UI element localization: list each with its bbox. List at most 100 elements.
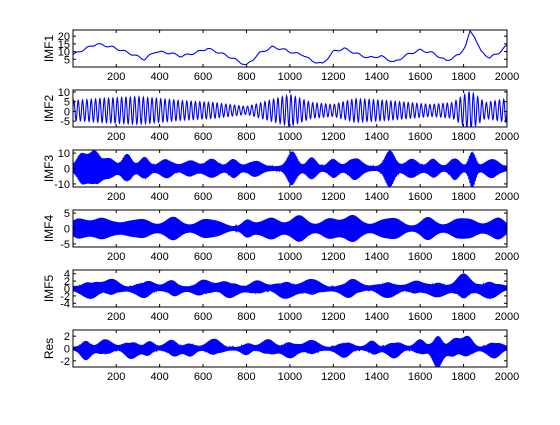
x-tick-label: 1600 <box>408 251 432 263</box>
x-tick-label: 800 <box>237 191 255 203</box>
x-tick-label: 1600 <box>408 131 432 143</box>
x-tick-label: 1400 <box>364 371 388 383</box>
x-tick-label: 1800 <box>451 71 475 83</box>
x-tick-label: 200 <box>107 251 125 263</box>
series-line <box>73 214 507 243</box>
x-tick-label: 1800 <box>451 191 475 203</box>
x-tick-label: 1800 <box>451 131 475 143</box>
x-tick-label: 2000 <box>495 71 519 83</box>
x-tick-label: 1400 <box>364 251 388 263</box>
subplot-1: 200 400 600 800 1000 1200 1400 1600 1800 2000 5101… <box>42 29 519 83</box>
subplot-2: 200 400 600 800 1000 1200 1400 1600 1800 2000 -505… <box>42 87 519 143</box>
y-tick-label: -4 <box>60 298 70 310</box>
x-tick-label: 400 <box>150 191 168 203</box>
x-tick-label: 400 <box>150 371 168 383</box>
x-tick-label: 1000 <box>278 311 302 323</box>
x-tick-label: 1200 <box>321 311 345 323</box>
series-line <box>73 150 507 187</box>
x-tick-label: 200 <box>107 71 125 83</box>
series-line <box>73 335 507 367</box>
x-tick-label: 1800 <box>451 371 475 383</box>
x-tick-label: 400 <box>150 131 168 143</box>
y-tick-label: 10 <box>58 148 70 160</box>
y-tick-label: 5 <box>64 54 70 66</box>
x-tick-label: 1400 <box>364 191 388 203</box>
series-line <box>73 91 507 127</box>
x-tick-label: 1600 <box>408 371 432 383</box>
x-tick-label: 600 <box>194 371 212 383</box>
x-tick-label: 200 <box>107 371 125 383</box>
x-tick-label: 1200 <box>321 251 345 263</box>
x-tick-label: 1800 <box>451 311 475 323</box>
x-tick-label: 400 <box>150 251 168 263</box>
x-tick-label: 1200 <box>321 191 345 203</box>
x-tick-label: 1800 <box>451 251 475 263</box>
x-tick-label: 200 <box>107 191 125 203</box>
y-axis-label: IMF3 <box>42 155 56 183</box>
y-axis-label: IMF5 <box>42 275 56 303</box>
y-tick-label: 10 <box>58 87 70 99</box>
subplot-5: 200 400 600 800 1000 1200 1400 1600 1800 2000 -4-2… <box>42 269 519 323</box>
x-tick-label: 1000 <box>278 191 302 203</box>
y-axis-label: IMF1 <box>42 35 56 63</box>
subplot-4: 200 400 600 800 1000 1200 1400 1600 1800 2000 -5 0 5… <box>42 208 519 263</box>
x-tick-label: 800 <box>237 131 255 143</box>
x-tick-label: 1000 <box>278 371 302 383</box>
x-tick-label: 2000 <box>495 311 519 323</box>
x-tick-label: 600 <box>194 191 212 203</box>
x-tick-label: 800 <box>237 251 255 263</box>
x-tick-label: 1400 <box>364 311 388 323</box>
x-tick-label: 2000 <box>495 251 519 263</box>
y-tick-label: 0 <box>64 284 70 296</box>
axes-background <box>73 30 507 67</box>
y-tick-label: 15 <box>58 39 70 51</box>
y-tick-label: -2 <box>60 356 70 368</box>
y-tick-label: 4 <box>64 269 70 281</box>
y-tick-label: 20 <box>58 31 70 43</box>
x-tick-label: 800 <box>237 71 255 83</box>
x-tick-label: 400 <box>150 311 168 323</box>
y-tick-label: -2 <box>60 291 70 303</box>
x-tick-label: 1400 <box>364 131 388 143</box>
y-tick-label: 0 <box>64 106 70 118</box>
x-tick-label: 600 <box>194 131 212 143</box>
y-tick-label: 0 <box>64 224 70 236</box>
subplot-6: 200 400 600 800 1000 1200 1400 1600 1800 2000 -202… <box>42 329 519 383</box>
x-tick-label: 1000 <box>278 251 302 263</box>
x-tick-label: 1200 <box>321 371 345 383</box>
y-tick-label: 5 <box>64 97 70 109</box>
y-tick-label: 0 <box>64 344 70 356</box>
x-tick-label: 2000 <box>495 131 519 143</box>
y-tick-label: 2 <box>64 276 70 288</box>
x-tick-label: 600 <box>194 71 212 83</box>
y-tick-label: -10 <box>54 179 70 191</box>
x-tick-label: 1000 <box>278 71 302 83</box>
x-tick-label: 800 <box>237 311 255 323</box>
y-tick-label: 0 <box>64 164 70 176</box>
x-tick-label: 1600 <box>408 71 432 83</box>
x-tick-label: 1600 <box>408 311 432 323</box>
x-tick-label: 800 <box>237 371 255 383</box>
x-tick-label: 1000 <box>278 131 302 143</box>
series-line <box>73 30 507 66</box>
x-tick-label: 2000 <box>495 371 519 383</box>
y-tick-label: -5 <box>60 239 70 251</box>
x-tick-label: 200 <box>107 131 125 143</box>
y-axis-label: IMF2 <box>42 95 56 123</box>
y-axis-label: IMF4 <box>42 215 56 243</box>
x-tick-label: 1400 <box>364 71 388 83</box>
x-tick-label: 600 <box>194 251 212 263</box>
y-tick-label: 10 <box>58 47 70 59</box>
y-tick-label: -5 <box>60 116 70 128</box>
x-tick-label: 2000 <box>495 191 519 203</box>
series-line <box>73 273 507 299</box>
y-axis-label: Res <box>42 338 56 359</box>
x-tick-label: 400 <box>150 71 168 83</box>
subplot-3: 200 400 600 800 1000 1200 1400 1600 1800 2000 -10 0… <box>42 148 519 203</box>
x-tick-label: 1200 <box>321 71 345 83</box>
x-tick-label: 200 <box>107 311 125 323</box>
x-tick-label: 1600 <box>408 191 432 203</box>
y-tick-label: 5 <box>64 208 70 220</box>
